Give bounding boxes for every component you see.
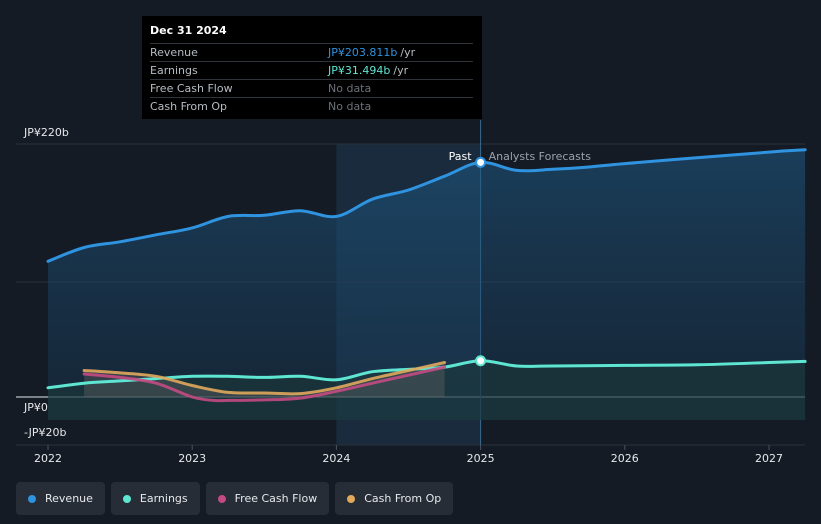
cash-from-op-dot-icon — [347, 494, 356, 503]
revenue-line — [46, 148, 807, 263]
x-tick-label: 2022 — [34, 452, 62, 465]
x-tick-label: 2026 — [611, 452, 639, 465]
legend-label: Cash From Op — [364, 492, 442, 505]
revenue-marker — [475, 156, 487, 168]
revenue-area — [48, 149, 806, 421]
legend-item-free-cash-flow[interactable]: Free Cash Flow — [205, 482, 330, 515]
tooltip-row-cash-from-op: Cash From Op No data — [150, 97, 473, 115]
legend-label: Free Cash Flow — [234, 492, 318, 505]
x-tick-label: 2024 — [322, 452, 350, 465]
free-cash-flow-dot-icon — [217, 494, 226, 503]
chart-legend: Revenue Earnings Free Cash Flow Cash Fro… — [16, 482, 454, 515]
tooltip-unit: /yr — [393, 64, 409, 77]
tooltip-value: No data — [328, 82, 372, 95]
tooltip-value: No data — [328, 100, 372, 113]
y-tick-label-top: JP¥220b — [24, 126, 69, 139]
tooltip-unit: /yr — [400, 46, 416, 59]
legend-label: Revenue — [45, 492, 93, 505]
earnings-area — [48, 360, 806, 420]
legend-label: Earnings — [139, 492, 188, 505]
tooltip-row-earnings: Earnings JP¥31.494b /yr — [150, 61, 473, 79]
x-tick-label: 2027 — [755, 452, 783, 465]
data-tooltip: Dec 31 2024 Revenue JP¥203.811b /yr Earn… — [142, 16, 482, 119]
x-tick-label: 2025 — [467, 452, 495, 465]
tooltip-row-free-cash-flow: Free Cash Flow No data — [150, 79, 473, 97]
tooltip-row-revenue: Revenue JP¥203.811b /yr — [150, 43, 473, 61]
legend-item-cash-from-op[interactable]: Cash From Op — [335, 482, 454, 515]
tooltip-label: Revenue — [150, 46, 198, 59]
legend-item-earnings[interactable]: Earnings — [110, 482, 200, 515]
legend-item-revenue[interactable]: Revenue — [16, 482, 105, 515]
tooltip-label: Cash From Op — [150, 100, 228, 113]
earnings-marker — [475, 355, 487, 367]
y-tick-label-bottom: -JP¥20b — [24, 426, 67, 439]
free-cash-flow-line — [82, 365, 447, 403]
x-tick-label: 2023 — [178, 452, 206, 465]
tooltip-value: JP¥203.811b — [328, 46, 398, 59]
revenue-dot-icon — [28, 494, 36, 503]
cash-from-op-line — [82, 361, 447, 396]
forecast-label: Analysts Forecasts — [489, 150, 592, 163]
earnings-line — [46, 359, 807, 390]
tooltip-date: Dec 31 2024 — [150, 24, 227, 37]
tooltip-value: JP¥31.494b — [328, 64, 391, 77]
past-label: Past — [449, 150, 473, 163]
tooltip-label: Free Cash Flow — [150, 82, 233, 95]
earnings-dot-icon — [122, 494, 131, 503]
y-tick-label-zero: JP¥0 — [24, 401, 48, 414]
tooltip-label: Earnings — [150, 64, 198, 77]
